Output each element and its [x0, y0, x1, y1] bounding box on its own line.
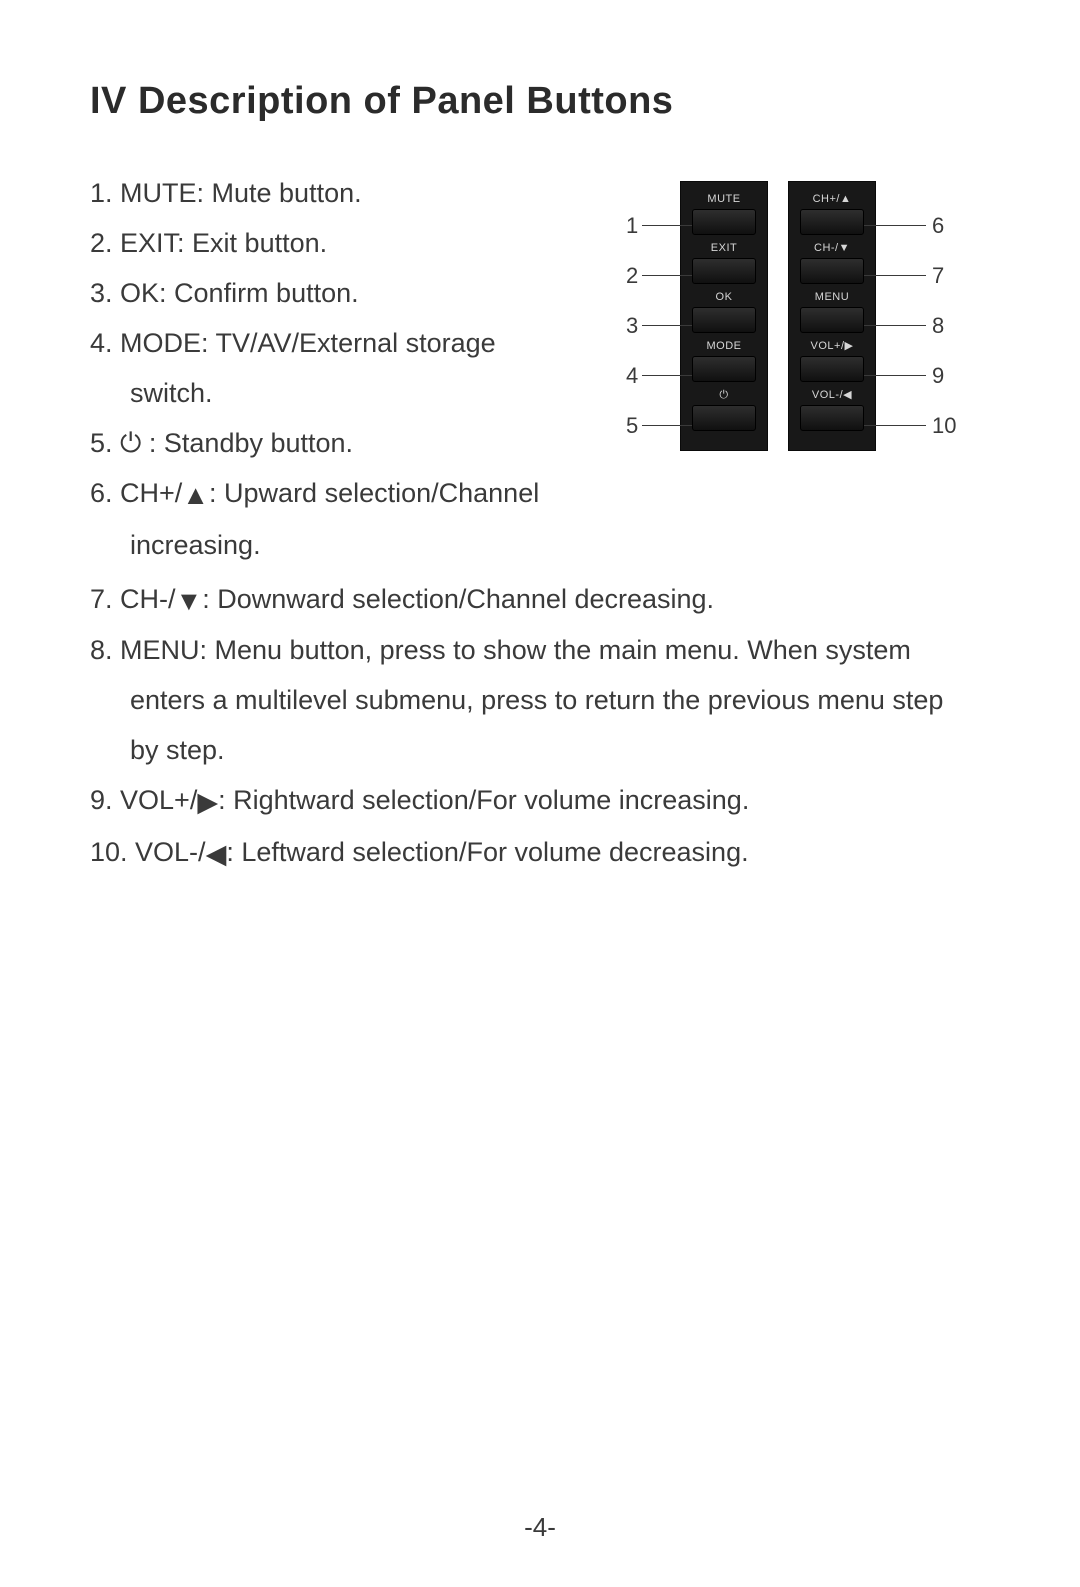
item-7-prefix: 7. CH-/ [90, 584, 176, 614]
item-10: 10. VOL-/◀: Leftward selection/For volum… [90, 828, 990, 880]
callout-10: 10 [932, 413, 956, 439]
button-panel-left: MUTE EXIT OK MODE ⏻ [680, 181, 768, 451]
triangle-down-icon: ▼ [176, 577, 203, 627]
callout-4: 4 [626, 363, 638, 389]
callout-line-10 [864, 425, 926, 426]
description-list-bottom: 7. CH-/▼: Downward selection/Channel dec… [90, 575, 990, 881]
btn-label-menu: MENU [789, 290, 875, 304]
button-panel-right: CH+/▲ CH-/▼ MENU VOL+/▶ VOL-/◀ [788, 181, 876, 451]
item-9-prefix: 9. VOL+/ [90, 785, 197, 815]
btn-volup [800, 356, 864, 382]
item-4-line2: switch. [90, 369, 570, 419]
callout-6: 6 [932, 213, 944, 239]
btn-ok [692, 307, 756, 333]
item-9-suffix: : Rightward selection/For volume increas… [218, 785, 749, 815]
callout-9: 9 [932, 363, 944, 389]
btn-power [692, 405, 756, 431]
callout-3: 3 [626, 313, 638, 339]
item-5: 5. ⏻ : Standby button. [90, 419, 570, 469]
callout-line-5 [642, 425, 692, 426]
btn-label-chup: CH+/▲ [789, 192, 875, 206]
item-8-line3: by step. [90, 726, 990, 776]
page-number: -4- [0, 1512, 1080, 1543]
item-8-line1: 8. MENU: Menu button, press to show the … [90, 626, 990, 676]
content-row: 1. MUTE: Mute button. 2. EXIT: Exit butt… [90, 169, 990, 571]
btn-exit [692, 258, 756, 284]
callout-5: 5 [626, 413, 638, 439]
callout-line-3 [642, 325, 692, 326]
callout-line-6 [864, 225, 926, 226]
btn-menu [800, 307, 864, 333]
btn-voldown [800, 405, 864, 431]
panel-figure: MUTE EXIT OK MODE ⏻ CH+/▲ CH-/▼ ME [580, 181, 990, 481]
item-8-line2: enters a multilevel submenu, press to re… [90, 676, 990, 726]
description-list-top: 1. MUTE: Mute button. 2. EXIT: Exit butt… [90, 169, 570, 571]
item-5-prefix: 5. [90, 428, 120, 458]
item-2: 2. EXIT: Exit button. [90, 219, 570, 269]
callout-7: 7 [932, 263, 944, 289]
item-1: 1. MUTE: Mute button. [90, 169, 570, 219]
panel-diagram: MUTE EXIT OK MODE ⏻ CH+/▲ CH-/▼ ME [580, 181, 990, 481]
item-9: 9. VOL+/▶: Rightward selection/For volum… [90, 776, 990, 828]
btn-label-chdown: CH-/▼ [789, 241, 875, 255]
section-title: IV Description of Panel Buttons [90, 80, 990, 123]
item-4-line1: 4. MODE: TV/AV/External storage [90, 319, 570, 369]
callout-1: 1 [626, 213, 638, 239]
btn-label-mode: MODE [681, 339, 767, 353]
item-10-prefix: 10. VOL-/ [90, 837, 206, 867]
triangle-left-icon: ◀ [206, 830, 227, 880]
btn-label-volup: VOL+/▶ [789, 339, 875, 353]
item-6-suffix: : Upward selection/Channel [209, 478, 539, 508]
btn-mute [692, 209, 756, 235]
item-6-line2: increasing. [90, 521, 570, 571]
btn-label-exit: EXIT [681, 241, 767, 255]
manual-page: IV Description of Panel Buttons 1. MUTE:… [0, 0, 1080, 1587]
btn-mode [692, 356, 756, 382]
item-5-suffix: : Standby button. [141, 428, 353, 458]
btn-chdown [800, 258, 864, 284]
item-6-line1: 6. CH+/▲: Upward selection/Channel [90, 469, 570, 521]
callout-line-7 [864, 275, 926, 276]
callout-8: 8 [932, 313, 944, 339]
triangle-right-icon: ▶ [197, 778, 218, 828]
btn-label-ok: OK [681, 290, 767, 304]
callout-line-1 [642, 225, 692, 226]
item-3: 3. OK: Confirm button. [90, 269, 570, 319]
callout-line-2 [642, 275, 692, 276]
power-icon: ⏻ [120, 428, 141, 458]
item-10-suffix: : Leftward selection/For volume decreasi… [226, 837, 748, 867]
btn-label-mute: MUTE [681, 192, 767, 206]
callout-line-9 [864, 375, 926, 376]
callout-line-4 [642, 375, 692, 376]
btn-chup [800, 209, 864, 235]
btn-label-voldown: VOL-/◀ [789, 388, 875, 402]
triangle-up-icon: ▲ [182, 471, 209, 521]
item-6-prefix: 6. CH+/ [90, 478, 182, 508]
btn-label-power: ⏻ [681, 388, 767, 402]
callout-line-8 [864, 325, 926, 326]
item-7: 7. CH-/▼: Downward selection/Channel dec… [90, 575, 990, 627]
item-7-suffix: : Downward selection/Channel decreasing. [202, 584, 714, 614]
callout-2: 2 [626, 263, 638, 289]
